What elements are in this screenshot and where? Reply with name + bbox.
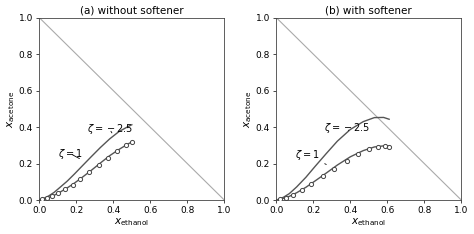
- Text: $\zeta=1$: $\zeta=1$: [295, 148, 326, 165]
- Title: (b) with softener: (b) with softener: [326, 6, 412, 15]
- Text: $\zeta=-2.5$: $\zeta=-2.5$: [87, 122, 133, 136]
- Y-axis label: $x_{\rm acetone}$: $x_{\rm acetone}$: [243, 90, 255, 128]
- X-axis label: $x_{\rm ethanol}$: $x_{\rm ethanol}$: [114, 217, 149, 228]
- Text: $\zeta=1$: $\zeta=1$: [58, 146, 82, 161]
- Title: (a) without softener: (a) without softener: [80, 6, 183, 15]
- X-axis label: $x_{\rm ethanol}$: $x_{\rm ethanol}$: [351, 217, 386, 228]
- Text: $\zeta=-2.5$: $\zeta=-2.5$: [324, 121, 370, 135]
- Y-axis label: $x_{\rm acetone}$: $x_{\rm acetone}$: [6, 90, 18, 128]
